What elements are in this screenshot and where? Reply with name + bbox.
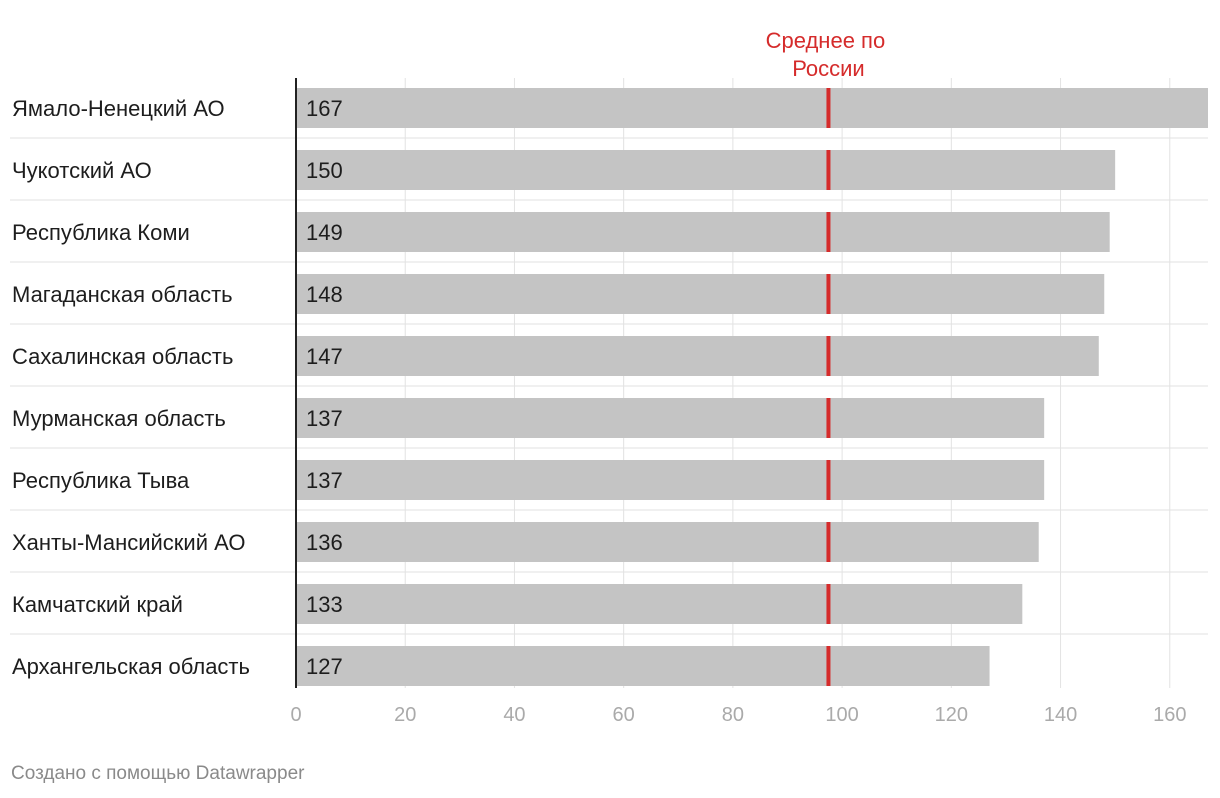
bar-value-label: 127 [306,654,343,679]
bar [296,336,1099,376]
bar [296,584,1023,624]
bars: 167 150 149 148 147 137 137 136 133 127 [296,88,1208,686]
bar-value-label: 148 [306,282,343,307]
bar-value-label: 150 [306,158,343,183]
category-label: Камчатский край [12,592,183,617]
x-axis: 0 20 40 60 80 100 120 140 160 [290,78,1186,726]
bar [296,646,990,686]
bar [296,460,1045,500]
category-label: Республика Тыва [12,468,190,493]
bar-value-label: 133 [306,592,343,617]
bar-value-label: 167 [306,96,343,121]
category-label: Мурманская область [12,406,226,431]
category-label: Архангельская область [12,654,250,679]
x-tick-label: 60 [613,704,635,726]
category-labels: Ямало-Ненецкий АО Чукотский АО Республика … [12,96,250,679]
reference-label: Среднее по России [766,28,892,81]
footer-credit: Создано с помощью Datawrapper [11,763,305,784]
x-tick-label: 140 [1044,704,1077,726]
reference-label-line-2: России [792,56,865,81]
bar [296,274,1105,314]
x-tick-label: 160 [1153,704,1186,726]
bar-value-label: 137 [306,406,343,431]
bar [296,88,1208,128]
bar [296,150,1116,190]
category-label: Ямало-Ненецкий АО [12,96,225,121]
x-tick-label: 0 [290,704,301,726]
category-label: Республика Коми [12,220,190,245]
x-tick-label: 40 [503,704,525,726]
x-tick-label: 80 [722,704,744,726]
category-label: Магаданская область [12,282,233,307]
category-label: Чукотский АО [12,158,152,183]
bar-value-label: 147 [306,344,343,369]
bar-value-label: 136 [306,530,343,555]
bar-value-label: 137 [306,468,343,493]
x-tick-label: 100 [825,704,858,726]
bar [296,212,1110,252]
bar [296,522,1039,562]
category-label: Ханты-Мансийский АО [12,530,245,555]
bar [296,398,1045,438]
reference-label-line-1: Среднее по [766,28,886,53]
category-label: Сахалинская область [12,344,233,369]
x-tick-label: 120 [935,704,968,726]
x-tick-label: 20 [394,704,416,726]
bar-value-label: 149 [306,220,343,245]
